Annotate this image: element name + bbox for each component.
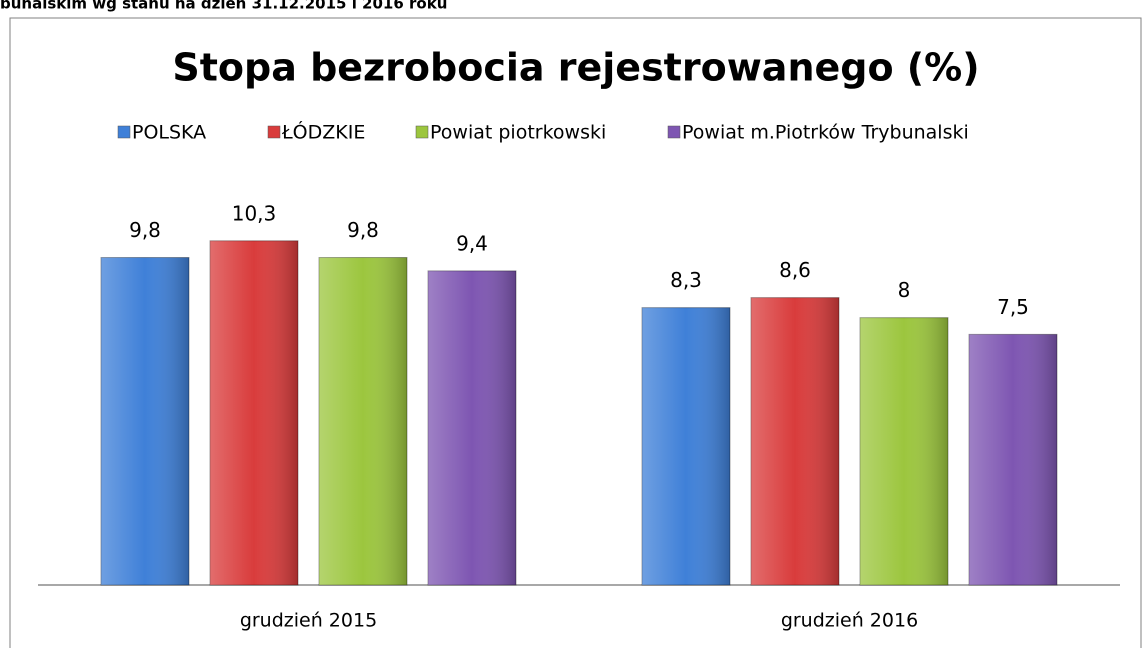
data-label: 9,8 <box>347 218 379 242</box>
legend-label: ŁÓDZKIE <box>281 120 365 144</box>
chart-frame <box>9 17 1142 648</box>
data-label: 9,4 <box>456 231 488 255</box>
caption: bunalskim wg stanu na dzień 31.12.2015 i… <box>0 0 447 13</box>
bar-shine <box>642 307 730 585</box>
bar-shine <box>210 240 298 585</box>
legend-label: Powiat m.Piotrków Trybunalski <box>682 122 969 144</box>
data-label: 7,5 <box>997 295 1029 319</box>
legend-marker <box>117 125 131 139</box>
bar-shine <box>428 270 516 585</box>
legend-marker <box>667 125 681 139</box>
x-tick-label: grudzień 2016 <box>781 610 918 632</box>
bar-shine <box>101 257 189 585</box>
legend-label: POLSKA <box>132 122 206 144</box>
chart-title: Stopa bezrobocia rejestrowanego (%) <box>172 46 979 90</box>
bar-shine <box>860 317 948 585</box>
data-label: 9,8 <box>129 218 161 242</box>
legend-label: Powiat piotrkowski <box>430 122 606 144</box>
data-label: 8 <box>898 278 911 302</box>
data-label: 8,6 <box>779 258 811 282</box>
x-tick-label: grudzień 2015 <box>240 610 377 632</box>
bar-shine <box>969 334 1057 585</box>
bar-shine <box>319 257 407 585</box>
legend-marker <box>267 125 281 139</box>
legend-marker <box>415 125 429 139</box>
data-label: 8,3 <box>670 268 702 292</box>
data-label: 10,3 <box>232 201 277 225</box>
bar-shine <box>751 297 839 585</box>
